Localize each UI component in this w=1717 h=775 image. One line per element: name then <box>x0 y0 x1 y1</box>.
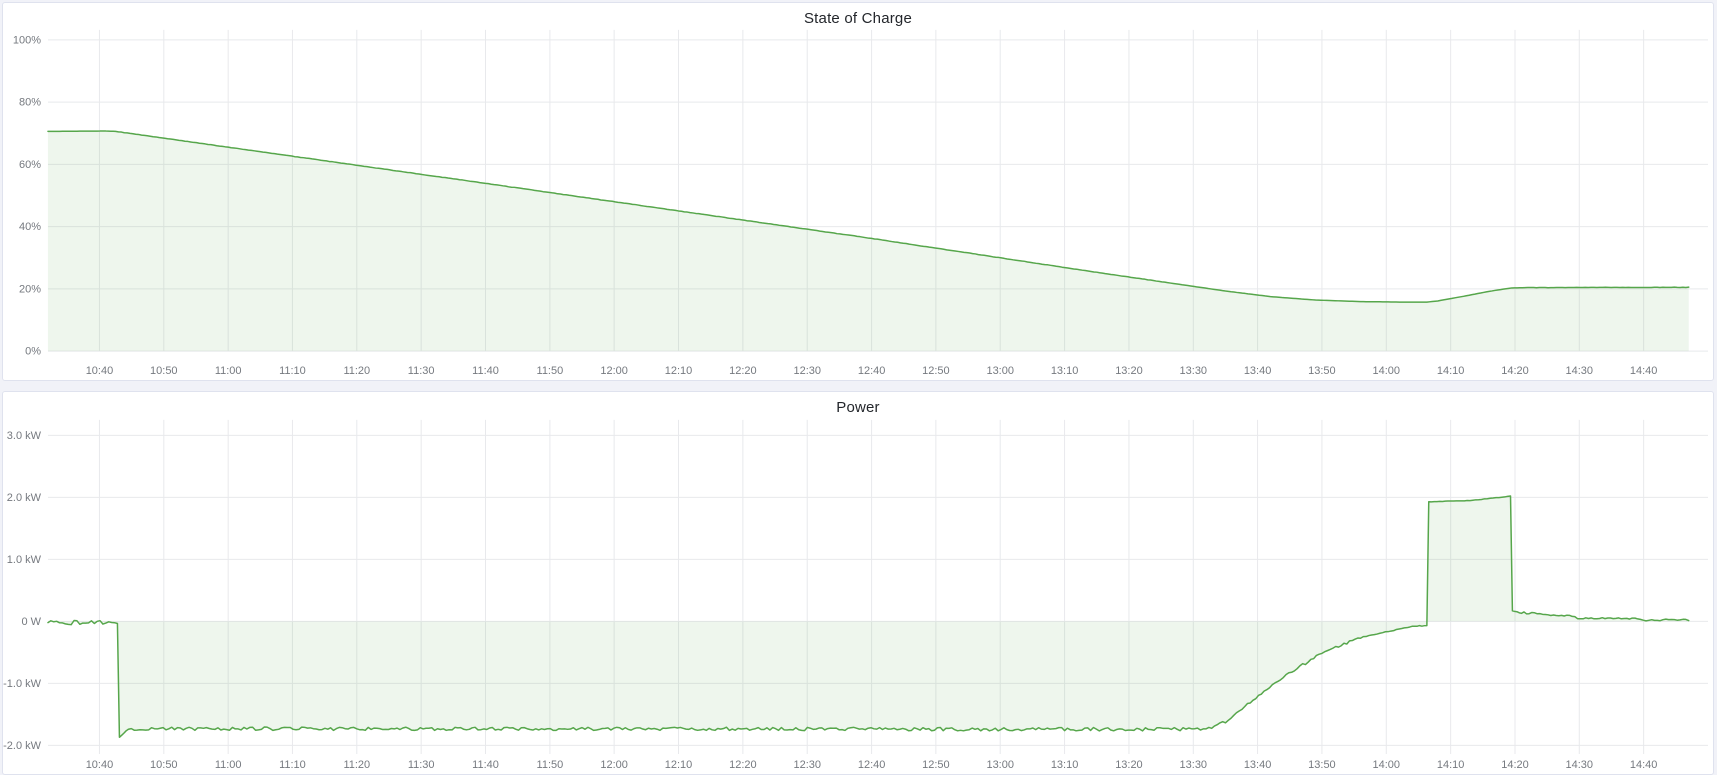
series-line <box>47 495 1690 739</box>
x-axis-tick-label: 14:10 <box>1437 365 1464 377</box>
power-chart[interactable]: 10:40 10:50 11:00 11:10 11:20 11:30 11:40 11:50… <box>3 392 1713 774</box>
x-axis-tick-label: 11:40 <box>472 759 499 771</box>
x-axis-tick-label: 13:30 <box>1180 365 1207 377</box>
x-axis-tick-label: 13:00 <box>986 759 1013 771</box>
panel-title-power[interactable]: Power <box>836 399 880 416</box>
x-axis-tick-label: 11:00 <box>215 759 242 771</box>
x-axis-tick-label: 12:10 <box>665 365 692 377</box>
x-axis-tick-label: 11:10 <box>279 759 306 771</box>
x-axis-tick-label: 11:00 <box>215 365 242 377</box>
x-axis-tick-label: 11:10 <box>279 365 306 377</box>
x-axis-tick-label: 14:20 <box>1501 365 1528 377</box>
x-axis-tick-label: 14:40 <box>1630 759 1657 771</box>
x-axis-tick-label: 12:00 <box>600 365 627 377</box>
y-axis-tick-label: 2.0 kW <box>7 492 42 504</box>
state-of-charge-chart[interactable]: 10:40 10:50 11:00 11:10 11:20 11:30 11:40 11:50… <box>3 3 1713 380</box>
x-axis-tick-label: 13:40 <box>1244 365 1271 377</box>
x-axis-tick-label: 12:50 <box>922 365 949 377</box>
panel-state-of-charge: State of Charge 10:40 10:50 11:00 11:10 11:2… <box>2 2 1714 381</box>
x-axis-tick-label: 11:30 <box>408 759 435 771</box>
y-axis-tick-label: 80% <box>19 97 41 109</box>
x-axis-tick-label: 12:30 <box>793 365 820 377</box>
series-fill <box>47 496 1689 738</box>
x-axis-tick-label: 13:50 <box>1308 759 1335 771</box>
y-axis-tick-label: 60% <box>19 159 41 171</box>
x-axis-tick-label: 14:30 <box>1566 759 1593 771</box>
x-axis-tick-label: 14:40 <box>1630 365 1657 377</box>
x-axis-tick-label: 13:30 <box>1180 759 1207 771</box>
x-axis-tick-label: 12:00 <box>600 759 627 771</box>
series-fill <box>47 131 1689 352</box>
x-axis-tick-label: 10:40 <box>86 759 113 771</box>
series-line <box>47 130 1690 303</box>
y-axis-tick-label: -1.0 kW <box>3 678 41 690</box>
y-axis-tick-label: 100% <box>13 34 41 46</box>
x-axis-tick-label: 14:30 <box>1566 365 1593 377</box>
x-axis-tick-label: 12:30 <box>793 759 820 771</box>
panel-title-state-of-charge[interactable]: State of Charge <box>803 10 913 27</box>
x-axis-tick-label: 11:50 <box>537 759 564 771</box>
x-axis-tick-label: 13:10 <box>1051 365 1078 377</box>
x-axis-tick-label: 12:20 <box>729 365 756 377</box>
x-axis-tick-label: 14:20 <box>1501 759 1528 771</box>
x-axis-tick-label: 12:20 <box>729 759 756 771</box>
y-axis-tick-label: 1.0 kW <box>7 554 42 566</box>
x-axis-tick-label: 14:10 <box>1437 759 1464 771</box>
x-axis-tick-label: 11:20 <box>343 759 370 771</box>
x-axis-tick-label: 10:50 <box>150 759 177 771</box>
y-axis-tick-label: 0 W <box>21 616 41 628</box>
x-axis-tick-label: 13:20 <box>1115 365 1142 377</box>
y-axis-tick-label: -2.0 kW <box>3 740 41 752</box>
x-axis-tick-label: 11:50 <box>537 365 564 377</box>
y-axis-tick-label: 20% <box>19 283 41 295</box>
x-axis-tick-label: 11:30 <box>408 365 435 377</box>
x-axis-tick-label: 10:40 <box>86 365 113 377</box>
x-axis-tick-label: 11:20 <box>343 365 370 377</box>
y-axis-tick-label: 40% <box>19 221 41 233</box>
x-axis-tick-label: 12:40 <box>858 759 885 771</box>
x-axis-tick-label: 14:00 <box>1373 759 1400 771</box>
x-axis-tick-label: 13:00 <box>986 365 1013 377</box>
x-axis-tick-label: 12:40 <box>858 365 885 377</box>
x-axis-tick-label: 11:40 <box>472 365 499 377</box>
panel-power: Power 10:40 10:50 11:00 11:10 11:20 11:30 11:4… <box>2 391 1714 775</box>
x-axis-tick-label: 14:00 <box>1373 365 1400 377</box>
x-axis-tick-label: 13:20 <box>1115 759 1142 771</box>
y-axis-tick-label: 0% <box>25 346 41 358</box>
x-axis-tick-label: 13:10 <box>1051 759 1078 771</box>
x-axis-tick-label: 10:50 <box>150 365 177 377</box>
x-axis-tick-label: 13:40 <box>1244 759 1271 771</box>
x-axis-tick-label: 13:50 <box>1308 365 1335 377</box>
x-axis-tick-label: 12:50 <box>922 759 949 771</box>
x-axis-tick-label: 12:10 <box>665 759 692 771</box>
y-axis-tick-label: 3.0 kW <box>7 430 42 442</box>
